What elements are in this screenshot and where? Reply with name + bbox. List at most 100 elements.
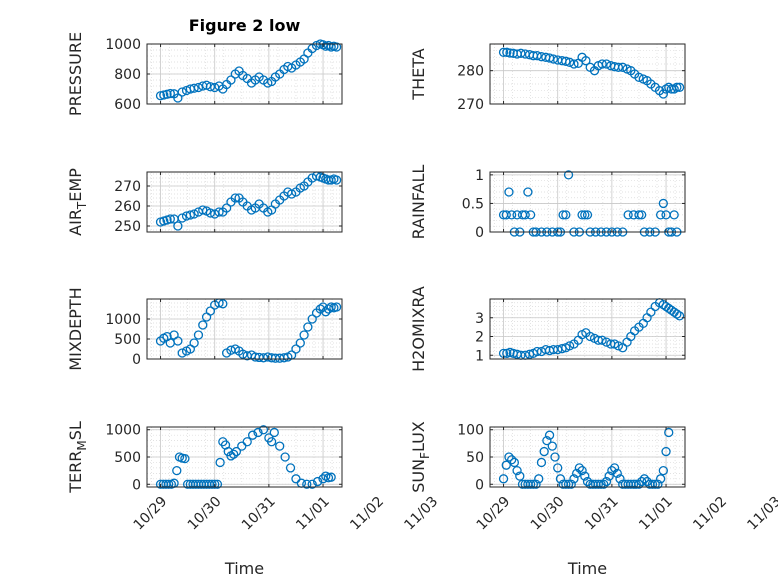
- data-point: [164, 479, 174, 489]
- data-point: [555, 474, 566, 484]
- data-point: [672, 82, 682, 92]
- data-point: [210, 479, 220, 489]
- data-point: [231, 446, 242, 457]
- data-point: [569, 59, 579, 69]
- data-point: [266, 437, 277, 447]
- data-point: [254, 352, 264, 363]
- data-point: [544, 430, 555, 440]
- data-point: [238, 349, 248, 359]
- data-point: [212, 479, 223, 489]
- data-point: [563, 170, 574, 180]
- axes-box: [489, 298, 686, 360]
- data-point: [198, 205, 208, 215]
- data-point: [581, 56, 591, 66]
- x-axis-label: Time: [567, 559, 607, 578]
- y-tick-label: 800: [114, 67, 141, 83]
- data-point: [173, 93, 183, 103]
- data-point: [601, 59, 612, 69]
- data-point: [189, 83, 199, 93]
- data-point: [612, 468, 622, 479]
- data-point: [505, 48, 515, 58]
- data-point: [613, 341, 624, 351]
- data-point: [189, 338, 199, 348]
- y-axis-label: MIXDEPTH: [66, 287, 85, 370]
- data-point: [253, 427, 263, 438]
- plot-area: [490, 172, 685, 232]
- data-point: [498, 474, 509, 484]
- data-point: [512, 465, 522, 476]
- y-tick-label: 280: [457, 64, 484, 80]
- data-point: [577, 210, 587, 220]
- data-point: [674, 311, 685, 321]
- data-point: [564, 57, 575, 67]
- axes-box: [146, 171, 343, 233]
- data-point: [634, 72, 644, 82]
- data-point: [558, 210, 568, 220]
- y-tick-label: 100: [457, 423, 484, 439]
- data-point: [242, 437, 252, 447]
- data-point: [634, 479, 644, 489]
- data-point: [331, 175, 342, 185]
- data-point: [312, 476, 323, 487]
- data-point: [572, 468, 582, 479]
- data-point: [291, 344, 301, 354]
- data-point: [634, 210, 644, 220]
- y-tick-label: 500: [114, 332, 141, 348]
- data-point: [269, 427, 279, 438]
- x-tick-label: 10/30: [185, 494, 225, 534]
- data-point: [547, 441, 557, 451]
- data-point: [574, 463, 585, 473]
- data-point: [536, 457, 547, 468]
- data-point: [214, 207, 224, 217]
- x-tick-label: 11/03: [744, 494, 778, 534]
- data-point: [501, 210, 511, 220]
- y-axis-label: H2OMIXRA: [409, 286, 428, 372]
- data-point: [615, 474, 625, 484]
- axes-box: [489, 171, 686, 233]
- x-tick-label: 10/31: [582, 494, 622, 534]
- data-point: [165, 88, 175, 99]
- chart-title: Figure 2 low: [189, 16, 301, 35]
- y-tick-label: 250: [114, 219, 141, 235]
- y-tick-label: 500: [114, 450, 141, 466]
- y-tick-label: 3: [475, 311, 484, 327]
- data-point: [637, 476, 647, 487]
- y-axis-label: PRESSURE: [66, 32, 85, 116]
- data-point: [650, 479, 660, 489]
- data-point: [307, 314, 317, 324]
- data-point: [229, 449, 239, 459]
- data-point: [580, 210, 590, 220]
- data-point: [669, 210, 679, 220]
- data-point: [189, 209, 199, 219]
- data-point: [585, 331, 595, 342]
- data-point: [509, 457, 520, 468]
- data-point: [205, 82, 216, 92]
- data-point: [548, 54, 559, 64]
- plot-area: [147, 299, 342, 359]
- data-point: [561, 210, 571, 220]
- plot-area: [490, 44, 685, 104]
- data-point: [198, 320, 208, 330]
- x-tick-label: 10/31: [239, 494, 279, 534]
- data-point: [207, 479, 217, 489]
- data-point: [180, 453, 190, 464]
- y-tick-label: 1000: [105, 37, 141, 53]
- data-point: [221, 203, 232, 213]
- data-point: [658, 89, 668, 99]
- y-tick-label: 1: [475, 348, 484, 364]
- y-tick-label: 0: [132, 477, 141, 493]
- data-point: [280, 452, 290, 462]
- x-tick-label: 11/01: [636, 494, 676, 534]
- data-point: [523, 187, 533, 197]
- y-axis-label: RAINFALL: [409, 165, 428, 240]
- y-axis-label: SUNFLUX: [409, 421, 432, 493]
- y-axis-label: THETA: [409, 48, 428, 100]
- data-point: [674, 82, 685, 92]
- data-point: [596, 479, 606, 489]
- data-point: [520, 210, 530, 220]
- data-point: [185, 210, 195, 220]
- data-point: [165, 214, 175, 224]
- data-point: [561, 56, 571, 66]
- data-point: [286, 189, 297, 199]
- y-tick-label: 0: [475, 477, 484, 493]
